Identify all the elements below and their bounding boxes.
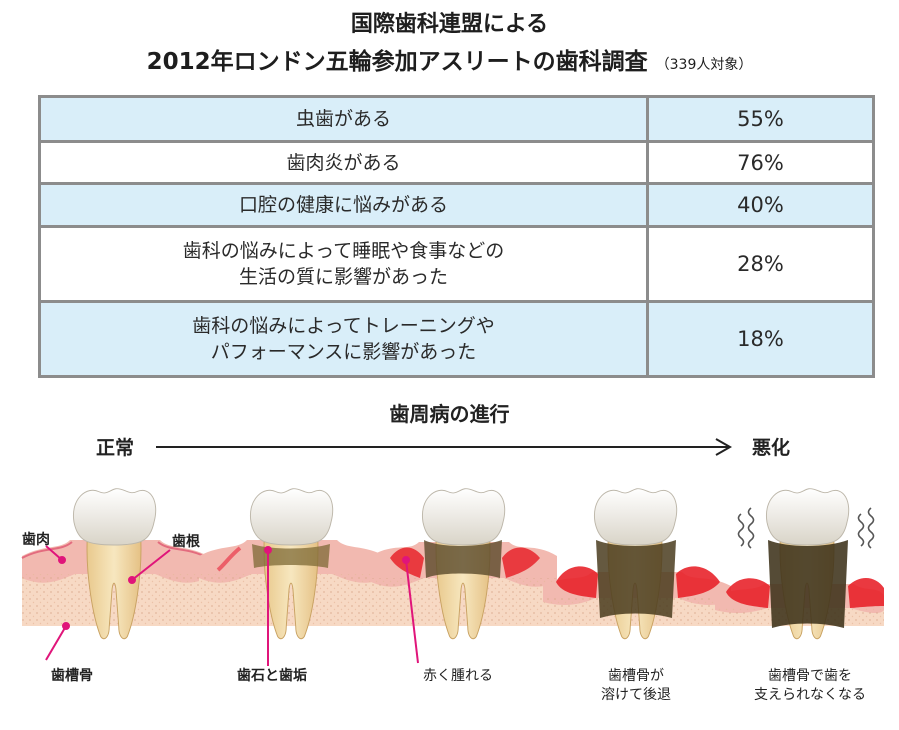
- stage-3-swelling: [371, 488, 557, 640]
- tooth-stages: [21, 488, 884, 666]
- title-line1: 国際歯科連盟による: [350, 12, 549, 37]
- title-note: （339人対象）: [655, 57, 753, 73]
- stage-1-caption: 歯槽骨: [51, 668, 93, 684]
- stage-2-tartar: [199, 488, 385, 640]
- row-value: 40%: [646, 182, 875, 228]
- table-row: 口腔の健康に悩みがある 40%: [38, 182, 875, 228]
- row-label: 歯科の悩みによってトレーニングや パフォーマンスに影響があった: [38, 300, 649, 378]
- progression-end-label: 悪化: [752, 437, 791, 459]
- leader-lines: [45, 545, 419, 666]
- stage-1-normal: [21, 488, 209, 640]
- stage-4-bone-recession: [543, 488, 731, 640]
- table-row: 歯肉炎がある 76%: [38, 140, 875, 185]
- stage-5-loss-of-support: [715, 488, 884, 640]
- row-value: 18%: [646, 300, 875, 378]
- survey-table: 虫歯がある 55% 歯肉炎がある 76% 口腔の健康に悩みがある 40% 歯科の…: [38, 95, 875, 378]
- progression-start-label: 正常: [96, 437, 135, 459]
- row-label: 口腔の健康に悩みがある: [38, 182, 649, 228]
- table-row: 虫歯がある 55%: [38, 95, 875, 143]
- stage-2-caption: 歯石と歯垢: [237, 668, 307, 684]
- table-row: 歯科の悩みによってトレーニングや パフォーマンスに影響があった 18%: [38, 300, 875, 378]
- stage-3-caption: 赤く腫れる: [423, 668, 493, 684]
- stage-4-caption: 歯槽骨が 溶けて後退: [601, 668, 671, 703]
- row-value: 55%: [646, 95, 875, 143]
- progression-title: 歯周病の進行: [389, 402, 510, 426]
- title-main: 2012年ロンドン五輪参加アスリートの歯科調査: [146, 49, 648, 75]
- progression-arrow-icon: [156, 438, 733, 456]
- row-label: 虫歯がある: [38, 95, 649, 143]
- row-label: 歯肉炎がある: [38, 140, 649, 185]
- part-label-gum: 歯肉: [22, 532, 50, 548]
- part-label-root: 歯根: [172, 534, 200, 550]
- row-label: 歯科の悩みによって睡眠や食事などの 生活の質に影響があった: [38, 225, 649, 303]
- row-value: 76%: [646, 140, 875, 185]
- wobble-marks-icon: [737, 507, 875, 549]
- table-row: 歯科の悩みによって睡眠や食事などの 生活の質に影響があった 28%: [38, 225, 875, 303]
- row-value: 28%: [646, 225, 875, 303]
- title-line2: 2012年ロンドン五輪参加アスリートの歯科調査 （339人対象）: [0, 42, 899, 76]
- stage-5-caption: 歯槽骨で歯を 支えられなくなる: [754, 668, 866, 703]
